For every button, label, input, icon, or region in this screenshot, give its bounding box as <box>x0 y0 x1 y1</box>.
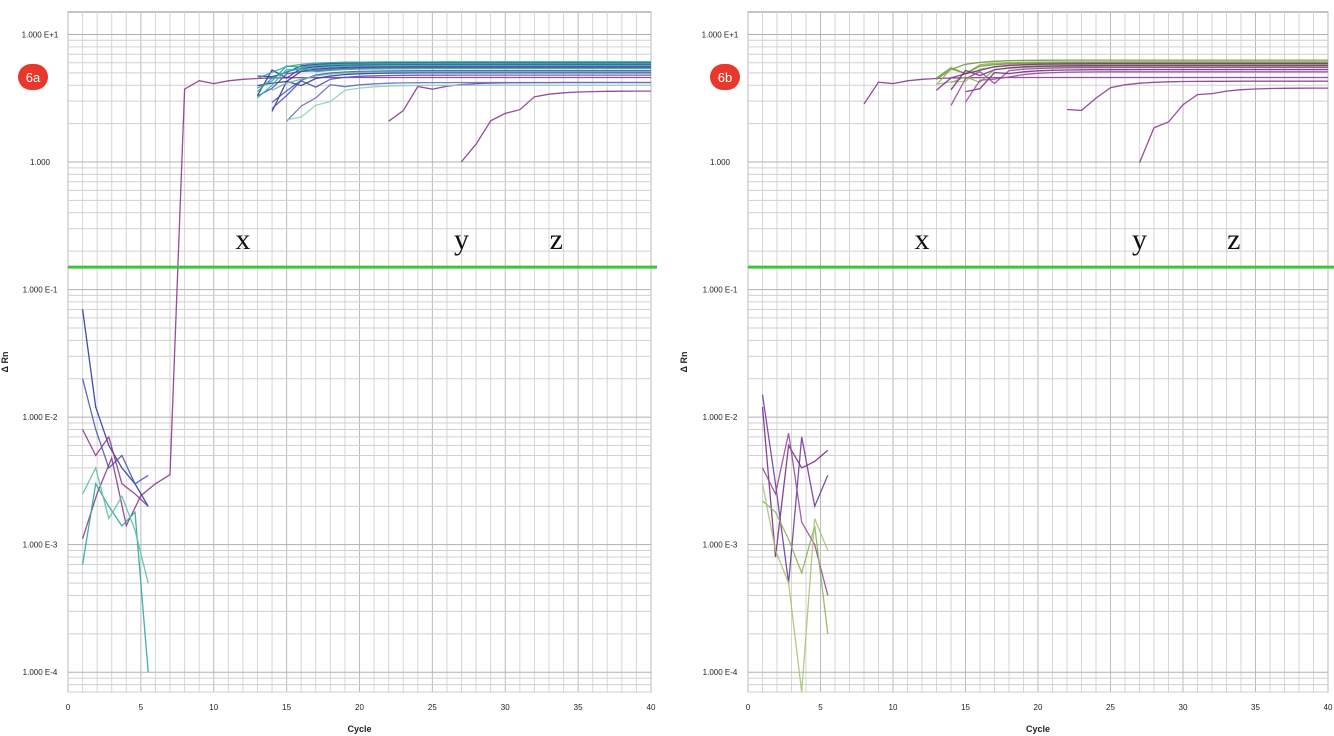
x-tick-label: 25 <box>428 703 437 712</box>
series-line-3 <box>257 62 651 78</box>
series-lines <box>761 59 1328 693</box>
series-line-2 <box>1138 87 1328 163</box>
y-tick-label: 1.000 E-4 <box>23 668 58 677</box>
curve-annotation-z: z <box>1227 223 1240 256</box>
panel-badge-label: 6a <box>26 70 41 85</box>
series-line-13 <box>257 64 651 99</box>
curve-annotation-x: x <box>915 223 930 256</box>
x-tick-label: 0 <box>746 703 751 712</box>
series-line-11 <box>257 61 651 79</box>
series-line-16 <box>762 500 829 634</box>
curve-annotation-x: x <box>235 223 250 256</box>
x-tick-label: 10 <box>889 703 898 712</box>
series-line-13 <box>761 406 829 558</box>
qpcr-amplification-plot-6a: 0 5 10 15 20 25 30 35 40 1.000 E+1 1.000 1.000 E-1 1… <box>0 11 657 734</box>
y-axis-title: Δ Rn <box>0 352 10 373</box>
series-line-4 <box>936 61 1328 86</box>
series-line-5 <box>936 62 1328 79</box>
series-line-1 <box>1066 80 1328 112</box>
curve-annotation-y: y <box>454 223 469 256</box>
x-tick-label: 40 <box>1324 703 1333 712</box>
y-tick-label: 1.000 E-3 <box>703 541 738 550</box>
series-line-10 <box>950 66 1328 106</box>
y-tick-label: 1.000 E-1 <box>23 286 58 295</box>
series-line-8 <box>936 63 1328 91</box>
chart-panel-6b: 0 5 10 15 20 25 30 35 40 1.000 E+1 1.000 1.000 E-1 1… <box>667 0 1334 736</box>
qpcr-amplification-plot-6b: 0 5 10 15 20 25 30 35 40 1.000 E+1 1.000 1.000 E-1 1… <box>679 11 1334 734</box>
x-tick-label: 15 <box>282 703 291 712</box>
x-axis-title: Cycle <box>1026 724 1050 734</box>
x-tick-label: 20 <box>1034 703 1043 712</box>
series-line-17 <box>81 309 149 507</box>
x-tick-label: 35 <box>574 703 583 712</box>
series-line-8 <box>271 72 651 112</box>
panel-badge-label: 6b <box>718 70 732 85</box>
y-tick-label: 1.000 E+1 <box>22 30 59 39</box>
series-line-9 <box>950 64 1328 91</box>
y-tick-label: 1.000 E+1 <box>702 30 739 39</box>
x-tick-label: 5 <box>818 703 823 712</box>
series-line-15 <box>761 432 829 596</box>
series-line-0 <box>81 76 651 539</box>
series-line-17 <box>761 483 829 693</box>
x-tick-label: 15 <box>961 703 970 712</box>
panel-badge <box>18 64 48 90</box>
chart-panel-6a: 0 5 10 15 20 25 30 35 40 1.000 E+1 1.000 1.000 E-1 1… <box>0 11 657 734</box>
panel-badge <box>710 64 740 90</box>
series-line-3 <box>936 59 1328 80</box>
y-tick-label: 1.000 E-2 <box>23 413 58 422</box>
x-tick-label: 30 <box>501 703 510 712</box>
series-line-10 <box>286 81 651 122</box>
x-tick-label: 40 <box>647 703 656 712</box>
x-tick-label: 30 <box>1179 703 1188 712</box>
series-lines <box>81 61 651 673</box>
x-tick-label: 10 <box>209 703 218 712</box>
curve-annotation-z: z <box>550 223 563 256</box>
series-line-12 <box>257 63 651 89</box>
y-tick-label: 1.000 E-1 <box>703 286 738 295</box>
series-line-15 <box>271 71 651 91</box>
gridlines <box>67 12 652 693</box>
x-axis-title: Cycle <box>347 724 371 734</box>
series-line-11 <box>965 68 1328 93</box>
series-line-6 <box>257 66 651 97</box>
series-line-9 <box>271 74 651 110</box>
series-line-21 <box>82 466 149 584</box>
series-line-19 <box>82 429 149 507</box>
x-tick-label: 0 <box>66 703 71 712</box>
series-line-16 <box>286 84 651 121</box>
series-line-7 <box>271 70 651 103</box>
series-line-14 <box>761 394 829 584</box>
x-tick-label: 25 <box>1106 703 1115 712</box>
y-axis-title: Δ Rn <box>679 352 689 373</box>
series-line-14 <box>257 67 651 92</box>
y-tick-label: 1.000 <box>30 158 51 167</box>
x-tick-label: 35 <box>1251 703 1260 712</box>
gridlines <box>747 12 1329 693</box>
curve-annotation-y: y <box>1132 223 1147 256</box>
y-tick-label: 1.000 <box>710 158 731 167</box>
x-tick-label: 20 <box>355 703 364 712</box>
y-tick-label: 1.000 E-3 <box>23 541 58 550</box>
x-tick-label: 5 <box>139 703 144 712</box>
series-line-2 <box>460 90 651 163</box>
series-line-5 <box>257 65 651 87</box>
series-line-12 <box>964 71 1328 103</box>
y-tick-label: 1.000 E-4 <box>703 668 738 677</box>
series-line-4 <box>256 63 651 96</box>
series-line-0 <box>863 76 1328 105</box>
y-tick-label: 1.000 E-2 <box>703 413 738 422</box>
